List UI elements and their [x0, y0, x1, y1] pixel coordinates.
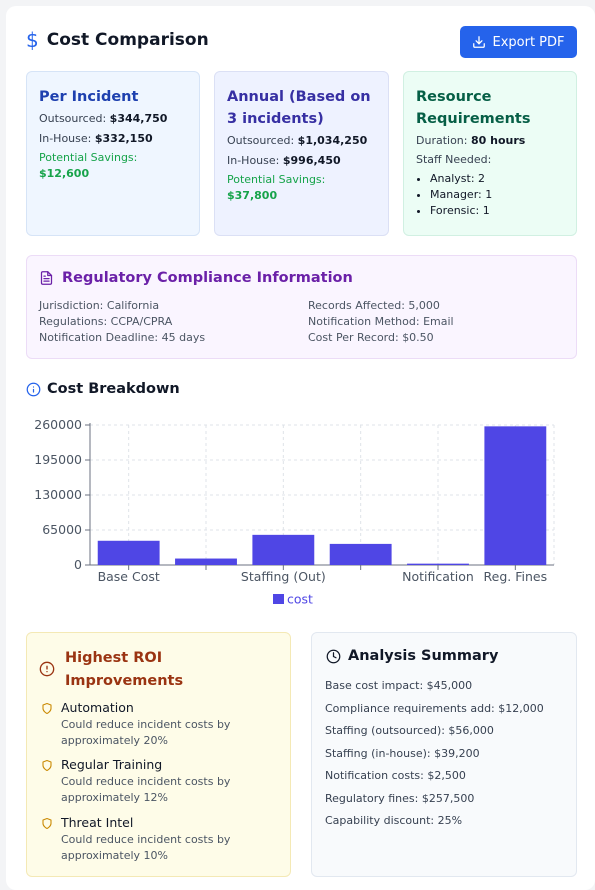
roi-title: Highest ROI Improvements — [65, 650, 184, 689]
roi-item: Regular Training Could reduce incident c… — [41, 756, 261, 806]
resource-staff-label: Staff Needed: — [416, 153, 492, 166]
roi-item-desc: Could reduce incident costs by approxima… — [61, 775, 231, 804]
document-icon — [40, 271, 53, 285]
bar — [407, 563, 469, 565]
bar — [329, 543, 392, 565]
per-incident-savings-label: Potential Savings: — [39, 151, 138, 164]
alert-circle-icon — [39, 661, 55, 677]
roi-item-name: Automation — [61, 700, 134, 715]
per-incident-savings-value: $12,600 — [39, 167, 90, 180]
roi-item-desc: Could reduce incident costs by approxima… — [61, 718, 231, 747]
info-icon — [26, 382, 41, 396]
cost-breakdown-chart: 0 65000 130000 195000 260000 Base Cost Staffin… — [34, 417, 555, 607]
summary-line: Staffing (in-house): $39,200 — [325, 746, 480, 760]
analysis-summary-title: Analysis Summary — [348, 648, 499, 664]
roi-item-name: Threat Intel — [61, 815, 134, 830]
summary-line: Staffing (outsourced): $56,000 — [325, 724, 494, 737]
compliance-cost-per-record: Cost Per Record: $0.50 — [308, 331, 434, 344]
compliance-title: Regulatory Compliance Information — [62, 270, 353, 286]
x-tick-label: Staffing (Out) — [241, 569, 326, 584]
resource-duration: Duration: 80 hours — [416, 134, 526, 147]
summary-line: Capability discount: 25% — [325, 814, 463, 827]
staff-item: Manager: 1 — [430, 187, 566, 203]
annual-title: Annual (Based on 3 incidents) — [227, 89, 371, 127]
summary-line: Base cost impact: $45,000 — [325, 679, 473, 692]
roi-item: Automation Could reduce incident costs b… — [41, 699, 261, 749]
per-incident-outsourced: Outsourced: $344,750 — [39, 112, 168, 125]
roi-item: Threat Intel Could reduce incident costs… — [41, 814, 261, 864]
per-incident-title: Per Incident — [39, 89, 139, 105]
compliance-jurisdiction: Jurisdiction: California — [39, 299, 160, 312]
compliance-records: Records Affected: 5,000 — [308, 299, 440, 312]
compliance-right-column: Records Affected: 5,000 Notification Met… — [308, 298, 454, 346]
summary-line: Compliance requirements add: $12,000 — [325, 701, 544, 715]
staff-list: Analyst: 2 Manager: 1 Forensic: 1 — [416, 171, 566, 219]
summary-list: Base cost impact: $45,000 Compliance req… — [325, 675, 544, 833]
bar — [175, 558, 237, 565]
bar — [97, 540, 160, 565]
export-pdf-button[interactable]: Export PDF — [460, 26, 577, 58]
summary-line: Notification costs: $2,500 — [325, 769, 466, 782]
compliance-panel: Regulatory Compliance Information Jurisd… — [26, 255, 577, 359]
bar — [252, 534, 315, 565]
resource-requirements-panel: Resource Requirements Duration: 80 hours… — [403, 71, 577, 236]
bar — [484, 426, 547, 565]
shield-icon — [42, 817, 52, 830]
roi-item-name: Regular Training — [61, 757, 163, 772]
compliance-left-column: Jurisdiction: California Regulations: CC… — [39, 298, 205, 346]
page-title: Cost Comparison — [46, 30, 209, 50]
per-incident-panel: Per Incident Outsourced: $344,750 In-Hou… — [26, 71, 200, 236]
roi-item-desc: Could reduce incident costs by approxima… — [61, 833, 231, 862]
x-tick-label: Reg. Fines — [484, 569, 548, 584]
y-tick-label: 260000 — [34, 417, 82, 432]
annual-savings-value: $37,800 — [227, 189, 278, 202]
legend-swatch — [273, 594, 284, 604]
x-tick-label: Notification — [402, 569, 474, 584]
y-tick-label: 130000 — [34, 487, 82, 502]
legend-label: cost — [287, 592, 313, 607]
shield-icon — [42, 702, 52, 715]
analysis-summary-panel: Analysis Summary Base cost impact: $45,0… — [311, 632, 577, 877]
download-icon — [473, 36, 486, 48]
x-tick-label: Base Cost — [98, 569, 160, 584]
dollar-icon: $ — [26, 28, 39, 52]
staff-item: Forensic: 1 — [430, 203, 566, 219]
y-tick-label: 195000 — [34, 452, 82, 467]
cost-breakdown-title: Cost Breakdown — [47, 381, 180, 397]
annual-savings-label: Potential Savings: — [227, 173, 326, 186]
compliance-regulations: Regulations: CCPA/CPRA — [39, 315, 173, 328]
annual-inhouse: In-House: $996,450 — [227, 154, 341, 167]
per-incident-inhouse: In-House: $332,150 — [39, 132, 153, 145]
compliance-deadline: Notification Deadline: 45 days — [39, 331, 206, 344]
page-header: $ Cost Comparison — [26, 30, 209, 50]
shield-icon — [42, 759, 52, 772]
y-tick-label: 0 — [74, 557, 82, 572]
y-tick-label: 65000 — [42, 522, 82, 537]
compliance-method: Notification Method: Email — [308, 315, 454, 328]
annual-panel: Annual (Based on 3 incidents) Outsourced… — [214, 71, 389, 236]
staff-item: Analyst: 2 — [430, 171, 566, 187]
annual-outsourced: Outsourced: $1,034,250 — [227, 134, 368, 147]
clock-icon — [326, 649, 341, 663]
summary-line: Regulatory fines: $257,500 — [325, 791, 475, 805]
resource-requirements-title: Resource Requirements — [416, 89, 531, 127]
roi-panel: Highest ROI Improvements Automation Coul… — [26, 632, 291, 877]
export-pdf-label: Export PDF — [492, 34, 565, 50]
